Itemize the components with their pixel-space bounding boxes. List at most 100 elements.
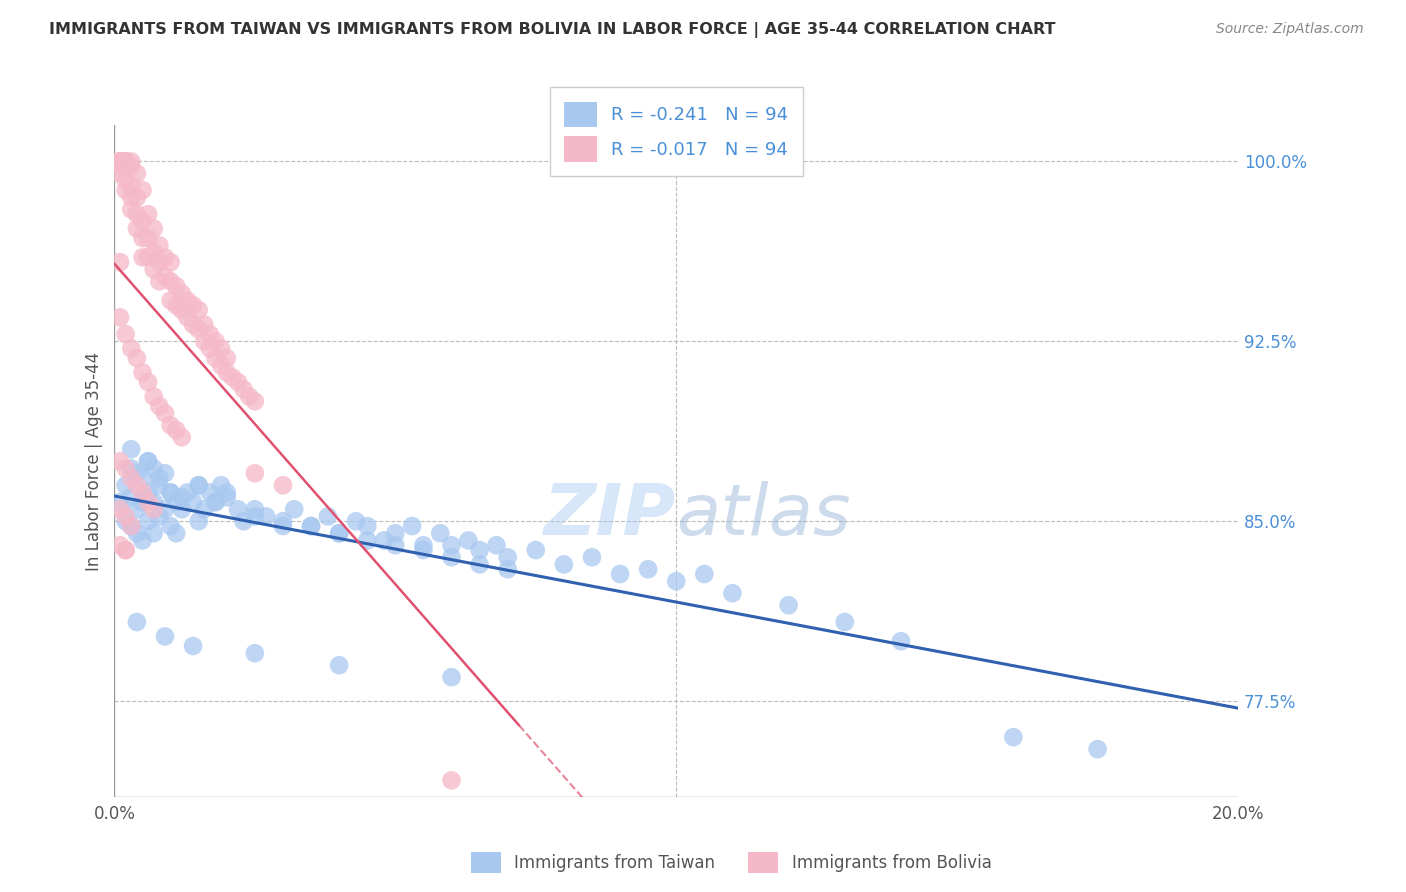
Point [125, 190, 148, 204]
Point [131, 485, 153, 500]
Point [165, 495, 187, 509]
Point [153, 406, 176, 420]
Point [131, 533, 153, 548]
Point [108, 154, 131, 169]
Point [131, 251, 153, 265]
Point [215, 366, 238, 380]
Point [581, 550, 603, 565]
Point [384, 526, 406, 541]
Point [136, 495, 159, 509]
Point [120, 519, 142, 533]
Point [204, 495, 226, 509]
Point [401, 519, 423, 533]
Point [193, 334, 215, 349]
Point [142, 245, 165, 260]
Point [215, 485, 238, 500]
Point [344, 514, 367, 528]
Point [120, 190, 142, 204]
Point [125, 166, 148, 180]
Point [187, 303, 209, 318]
Point [108, 502, 131, 516]
Point [125, 207, 148, 221]
Point [108, 154, 131, 169]
Point [136, 454, 159, 468]
Point [114, 514, 136, 528]
Point [176, 310, 198, 325]
Point [159, 519, 181, 533]
Point [114, 159, 136, 173]
Point [165, 423, 187, 437]
Point [181, 298, 204, 312]
Point [243, 502, 266, 516]
Point [120, 154, 142, 169]
Point [271, 519, 294, 533]
Point [243, 467, 266, 481]
Point [153, 251, 176, 265]
Point [373, 533, 395, 548]
Text: IMMIGRANTS FROM TAIWAN VS IMMIGRANTS FROM BOLIVIA IN LABOR FORCE | AGE 35-44 COR: IMMIGRANTS FROM TAIWAN VS IMMIGRANTS FRO… [49, 22, 1056, 38]
Point [170, 430, 193, 444]
Point [131, 366, 153, 380]
Point [120, 178, 142, 193]
Point [114, 543, 136, 558]
Point [468, 543, 491, 558]
Point [209, 478, 232, 492]
Point [181, 639, 204, 653]
Point [165, 526, 187, 541]
Point [187, 478, 209, 492]
Point [170, 303, 193, 318]
Point [181, 318, 204, 332]
Point [187, 322, 209, 336]
Point [125, 478, 148, 492]
Point [114, 154, 136, 169]
Point [412, 543, 434, 558]
Point [243, 646, 266, 660]
Point [1002, 730, 1025, 744]
Point [108, 255, 131, 269]
Point [159, 418, 181, 433]
Point [412, 538, 434, 552]
Point [440, 550, 463, 565]
Point [834, 615, 856, 629]
Point [485, 538, 508, 552]
Point [142, 526, 165, 541]
Point [120, 490, 142, 504]
Point [209, 342, 232, 356]
Point [148, 274, 170, 288]
Point [159, 274, 181, 288]
Point [120, 471, 142, 485]
Point [108, 154, 131, 169]
Point [165, 298, 187, 312]
Point [215, 490, 238, 504]
Point [1087, 742, 1109, 756]
Point [176, 293, 198, 308]
Point [114, 154, 136, 169]
Point [204, 351, 226, 365]
Point [316, 509, 339, 524]
Point [693, 567, 716, 582]
Point [328, 526, 350, 541]
Point [136, 375, 159, 389]
Point [120, 342, 142, 356]
Point [108, 538, 131, 552]
Point [120, 202, 142, 217]
Point [108, 454, 131, 468]
Point [181, 495, 204, 509]
Point [243, 394, 266, 409]
Point [120, 159, 142, 173]
Legend: R = -0.241   N = 94, R = -0.017   N = 94: R = -0.241 N = 94, R = -0.017 N = 94 [550, 87, 803, 177]
Text: ZIP: ZIP [544, 481, 676, 549]
Point [299, 519, 322, 533]
Point [153, 269, 176, 284]
Point [553, 558, 575, 572]
Point [142, 461, 165, 475]
Point [114, 478, 136, 492]
Point [356, 533, 378, 548]
Point [125, 502, 148, 516]
Point [125, 615, 148, 629]
Point [142, 262, 165, 277]
Point [125, 351, 148, 365]
Point [120, 442, 142, 457]
Point [496, 550, 519, 565]
Point [440, 670, 463, 684]
